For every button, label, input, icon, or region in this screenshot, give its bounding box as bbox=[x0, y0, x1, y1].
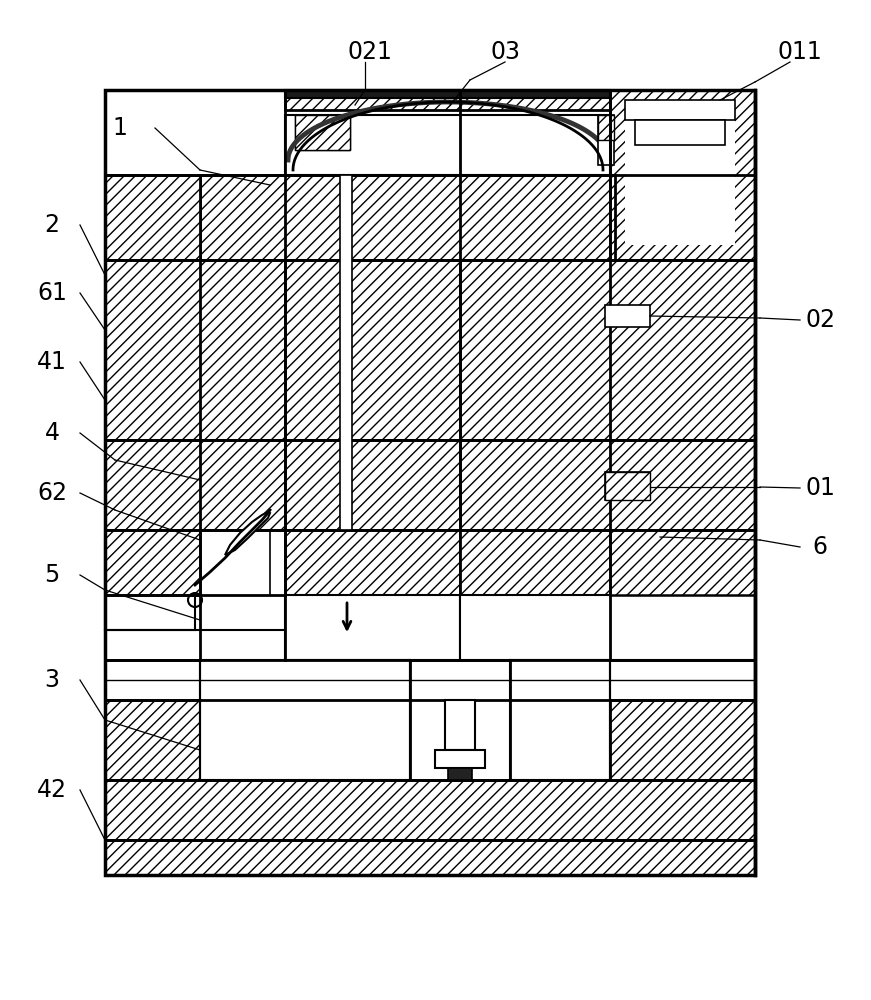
Bar bbox=[340, 175, 352, 530]
Text: 61: 61 bbox=[37, 281, 67, 305]
Bar bbox=[598, 115, 614, 140]
Bar bbox=[105, 780, 755, 840]
Bar bbox=[635, 120, 725, 145]
Text: 1: 1 bbox=[112, 116, 127, 140]
Text: 021: 021 bbox=[348, 40, 393, 64]
Bar bbox=[605, 305, 650, 327]
Bar bbox=[200, 175, 615, 260]
Bar bbox=[410, 660, 510, 780]
Bar bbox=[448, 768, 472, 780]
Bar bbox=[610, 660, 755, 780]
Bar bbox=[285, 530, 460, 595]
Bar bbox=[105, 175, 200, 260]
Text: 2: 2 bbox=[44, 213, 59, 237]
Text: 011: 011 bbox=[778, 40, 822, 64]
Text: 62: 62 bbox=[37, 481, 67, 505]
Bar bbox=[285, 90, 610, 110]
Bar bbox=[105, 540, 195, 630]
Bar bbox=[598, 115, 614, 165]
Bar bbox=[460, 595, 755, 660]
Bar bbox=[610, 530, 755, 595]
Text: 03: 03 bbox=[490, 40, 520, 64]
Bar bbox=[460, 530, 755, 595]
Bar bbox=[460, 260, 755, 440]
Text: 6: 6 bbox=[813, 535, 827, 559]
Bar bbox=[105, 530, 200, 595]
Bar bbox=[200, 660, 410, 780]
Text: 3: 3 bbox=[44, 668, 59, 692]
Text: 5: 5 bbox=[44, 563, 59, 587]
Bar bbox=[295, 115, 350, 150]
Bar bbox=[285, 115, 610, 175]
Bar bbox=[105, 840, 755, 875]
Bar bbox=[105, 530, 285, 660]
Bar bbox=[435, 750, 485, 768]
Bar bbox=[295, 115, 350, 150]
Bar bbox=[605, 472, 650, 500]
Bar bbox=[285, 440, 460, 530]
Bar bbox=[105, 660, 200, 780]
Text: 02: 02 bbox=[805, 308, 835, 332]
Bar bbox=[105, 260, 285, 440]
Bar bbox=[605, 472, 650, 500]
Text: 4: 4 bbox=[44, 421, 59, 445]
Bar bbox=[285, 260, 460, 440]
Text: 01: 01 bbox=[805, 476, 835, 500]
Text: 42: 42 bbox=[37, 778, 67, 802]
Bar bbox=[510, 660, 610, 780]
Text: 41: 41 bbox=[37, 350, 67, 374]
Bar bbox=[610, 90, 755, 260]
Bar bbox=[460, 440, 755, 530]
Bar bbox=[105, 660, 755, 700]
Polygon shape bbox=[225, 512, 270, 555]
Bar bbox=[625, 100, 735, 245]
Bar bbox=[285, 90, 610, 98]
Bar bbox=[105, 90, 755, 875]
Bar bbox=[105, 440, 285, 530]
Bar bbox=[285, 115, 610, 175]
Bar bbox=[625, 100, 735, 120]
Bar bbox=[285, 595, 460, 660]
Bar bbox=[445, 700, 475, 750]
